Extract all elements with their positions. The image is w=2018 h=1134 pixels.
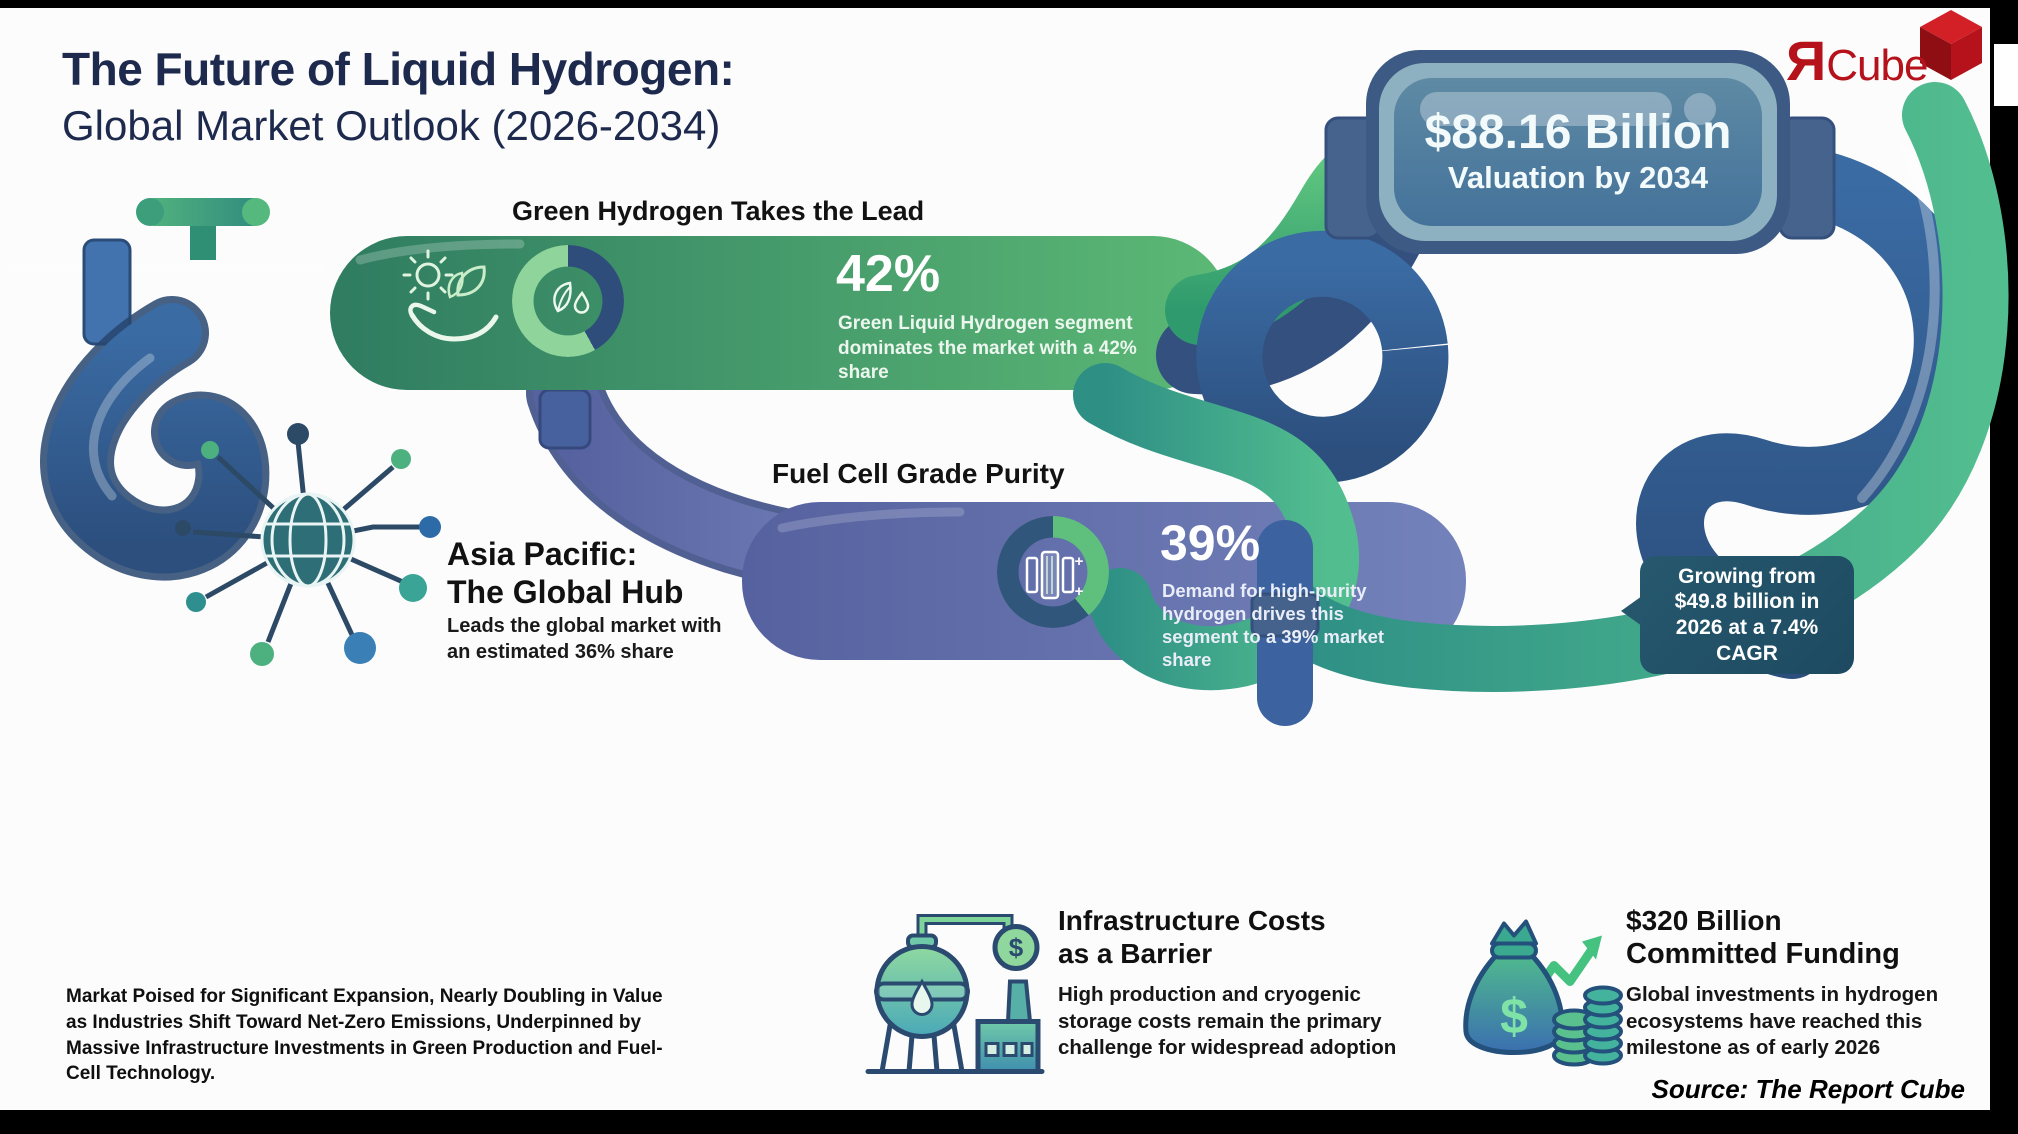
infrastructure-title: Infrastructure Costs as a Barrier [1058, 904, 1326, 970]
funding-title-line-1: $320 Billion [1626, 905, 1782, 936]
cagr-line-3: 2026 at a 7.4% [1675, 616, 1819, 639]
purity-share-donut [997, 516, 1109, 628]
hand-plant-sun-icon [402, 249, 499, 342]
asia-title-line-1: Asia Pacific: [447, 536, 638, 572]
infrastructure-desc: High production and cryogenic storage co… [1058, 983, 1397, 1060]
tank-value: $88.16 Billion [1424, 105, 1732, 159]
green-stat: 42% [836, 245, 941, 303]
storage-tank [1324, 50, 1836, 254]
callout-tail [1621, 596, 1642, 626]
logo-name: Cube [1826, 41, 1928, 90]
funding-title-line-2: Committed Funding [1626, 938, 1900, 971]
tank-stat: $88.16 Billion Valuation by 2034 [1394, 86, 1762, 218]
leaf-droplet-icon [553, 281, 590, 314]
asia-desc: Leads the global market with an estimate… [447, 615, 722, 663]
title-line-1: The Future of Liquid Hydrogen: [62, 43, 735, 95]
plant-factory-icon: $ [865, 914, 1045, 1074]
left-feed-pipe [0, 238, 348, 346]
market-note: Markat Poised for Significant Expansion,… [66, 986, 663, 1085]
logo-cube-icon [1920, 10, 1982, 80]
asia-title: Asia Pacific: The Global Hub [447, 536, 683, 612]
asia-title-line-2: The Global Hub [447, 573, 684, 610]
globe-network-icon [175, 423, 441, 666]
cagr-line-2: $49.8 billion in [1674, 590, 1820, 614]
cagr-line-1: Growing from [1678, 564, 1816, 588]
svg-text:$: $ [1009, 933, 1024, 963]
source-credit: Source: The Report Cube [1651, 1074, 1965, 1104]
green-section-header: Green Hydrogen Takes the Lead [512, 196, 925, 226]
purity-stat: 39% [1160, 515, 1261, 571]
funding-desc: Global investments in hydrogen ecosystem… [1626, 983, 1939, 1060]
cagr-callout: Growing from $49.8 billion in 2026 at a … [1621, 556, 1854, 674]
brand-logo: Я Cube [1786, 28, 1928, 93]
faucet-icon [136, 198, 270, 260]
page-title: The Future of Liquid Hydrogen: Global Ma… [62, 43, 735, 150]
tank-caption: Valuation by 2034 [1447, 160, 1709, 196]
svg-text:+: + [1075, 583, 1084, 600]
frame-notch [1994, 44, 2018, 106]
infrastructure-title-line-1: Infrastructure Costs [1058, 905, 1326, 936]
purity-desc: Demand for high-purity hydrogen drives t… [1162, 580, 1385, 670]
svg-text:+: + [1075, 553, 1084, 570]
title-line-2: Global Market Outlook (2026-2034) [62, 101, 721, 149]
fuel-cell-icon: + + [1025, 550, 1084, 600]
purity-section-header: Fuel Cell Grade Purity [772, 458, 1065, 489]
left-hook-pipe [40, 296, 270, 581]
cagr-line-4: CAGR [1716, 641, 1778, 665]
green-desc: Green Liquid Hydrogen segment dominates … [838, 313, 1137, 384]
money-bag-icon: $ [1463, 919, 1623, 1067]
svg-text:$: $ [1500, 989, 1528, 1045]
funding-title: $320 Billion Committed Funding [1626, 904, 1900, 971]
logo-mark: Я [1786, 29, 1827, 92]
infrastructure-title-line-2: as a Barrier [1058, 938, 1213, 970]
